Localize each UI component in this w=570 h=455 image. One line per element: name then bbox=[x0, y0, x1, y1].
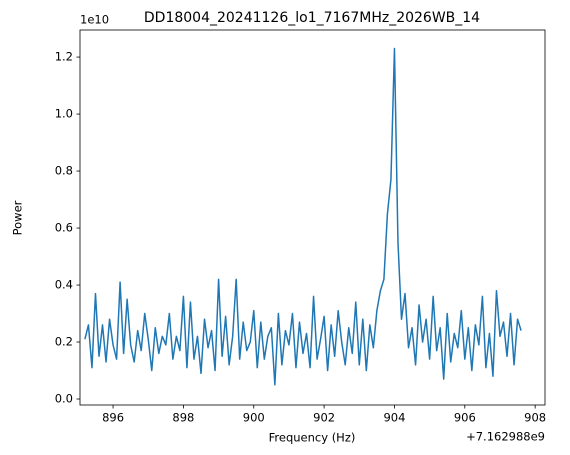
chart-title: DD18004_20241126_lo1_7167MHz_2026WB_14 bbox=[144, 10, 480, 26]
y-tick-label: 0.2 bbox=[55, 335, 73, 349]
plot-frame bbox=[79, 29, 546, 406]
y-tick-label: 0.6 bbox=[55, 221, 73, 235]
y-offset-label: 1e10 bbox=[80, 13, 109, 27]
x-tick-label: 896 bbox=[102, 411, 124, 425]
x-axis-label: Frequency (Hz) bbox=[269, 431, 356, 445]
y-tick-label: 0.0 bbox=[55, 392, 73, 406]
data-line bbox=[84, 47, 522, 386]
x-tick-label: 906 bbox=[454, 411, 476, 425]
x-tick-label: 900 bbox=[243, 411, 265, 425]
x-tick-label: 904 bbox=[383, 411, 405, 425]
y-axis-label: Power bbox=[11, 200, 25, 235]
x-tick-label: 902 bbox=[313, 411, 335, 425]
x-tick-label: 908 bbox=[524, 411, 546, 425]
x-offset-label: +7.162988e9 bbox=[466, 430, 545, 444]
y-tick-label: 1.0 bbox=[55, 107, 73, 121]
x-tick-label: 898 bbox=[172, 411, 194, 425]
y-tick-label: 1.2 bbox=[55, 50, 73, 64]
y-tick-label: 0.8 bbox=[55, 164, 73, 178]
y-tick-label: 0.4 bbox=[55, 278, 73, 292]
